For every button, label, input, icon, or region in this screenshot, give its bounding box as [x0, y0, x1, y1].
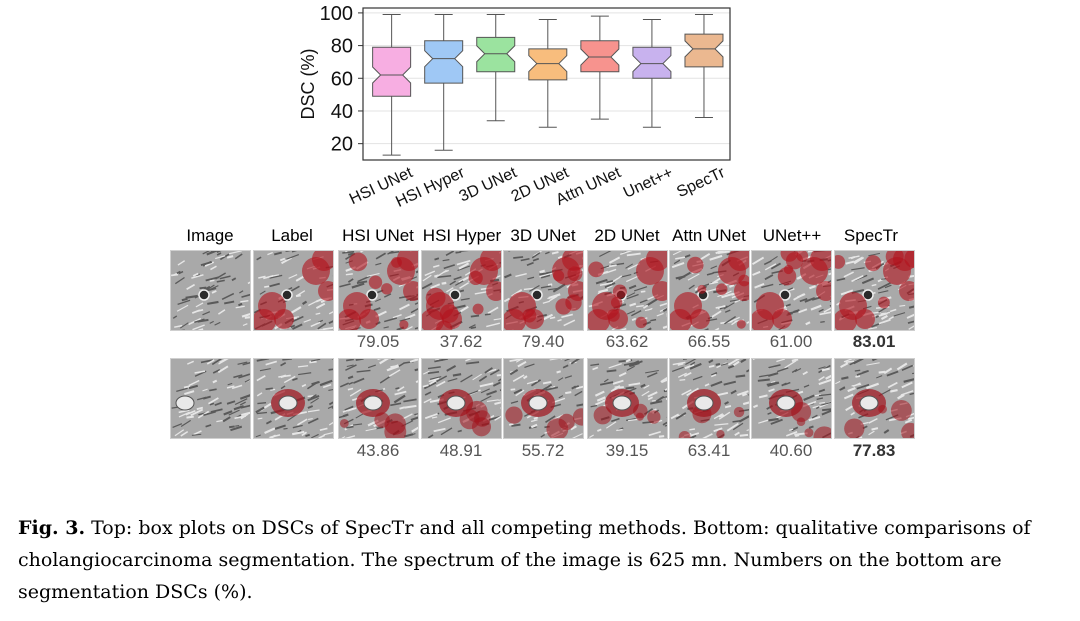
segmentation-tile [421, 250, 502, 331]
tile-image [171, 251, 250, 330]
column-label: Image [186, 226, 234, 245]
y-tick-label: 60 [331, 68, 353, 90]
x-tick-label: 3D UNet [457, 164, 520, 206]
tile-image [504, 251, 583, 330]
segmentation-tile [253, 250, 334, 331]
column-label: 3D UNet [510, 226, 576, 245]
box-hsi-hyper [424, 40, 464, 84]
tile-image [835, 251, 914, 330]
tile-image [254, 359, 333, 438]
y-tick-label: 80 [331, 36, 353, 58]
tile-image [588, 359, 667, 438]
segmentation-tile [503, 250, 584, 331]
dsc-score: 77.83 [852, 441, 896, 460]
tile-image [588, 251, 667, 330]
column-label: Label [271, 226, 313, 245]
box-hsi-unet [372, 46, 412, 97]
box-2d-unet [528, 48, 568, 81]
segmentation-tile [253, 358, 334, 439]
box-3d-unet [476, 36, 516, 73]
segmentation-tile [751, 358, 832, 439]
tile-image [422, 251, 501, 330]
column-label: UNet++ [762, 226, 822, 245]
dsc-score: 63.62 [605, 332, 649, 351]
tile-image [670, 359, 749, 438]
box-spectr [684, 33, 724, 68]
y-tick-label: 20 [331, 134, 353, 156]
tile-image [254, 251, 333, 330]
column-label: 2D UNet [594, 226, 660, 245]
caption-label: Fig. 3. [18, 517, 86, 539]
segmentation-tile [503, 358, 584, 439]
dsc-score: 39.15 [605, 441, 649, 460]
tile-image [504, 359, 583, 438]
segmentation-tile [338, 250, 419, 331]
box-attn-unet [580, 40, 620, 73]
segmentation-tile [587, 250, 668, 331]
dsc-score: 43.86 [356, 441, 400, 460]
tile-image [752, 359, 831, 438]
dsc-score: 79.40 [521, 332, 565, 351]
segmentation-tile [669, 358, 750, 439]
column-label: HSI Hyper [422, 226, 502, 245]
tile-image [339, 251, 418, 330]
segmentation-tile [751, 250, 832, 331]
segmentation-tile [421, 358, 502, 439]
segmentation-tile [669, 250, 750, 331]
dsc-score: 37.62 [439, 332, 483, 351]
column-label: SpecTr [843, 226, 899, 245]
x-tick-label: Unet++ [621, 164, 676, 202]
segmentation-tile [170, 250, 251, 331]
y-tick-label: 40 [331, 101, 353, 123]
dsc-score: 63.41 [687, 441, 731, 460]
dsc-score: 61.00 [769, 332, 813, 351]
segmentation-tile [834, 358, 915, 439]
tile-image [339, 359, 418, 438]
dsc-score: 48.91 [439, 441, 483, 460]
dsc-score: 66.55 [687, 332, 731, 351]
dsc-score: 40.60 [769, 441, 813, 460]
column-label: HSI UNet [342, 226, 414, 245]
segmentation-tile [587, 358, 668, 439]
caption-text: Top: box plots on DSCs of SpecTr and all… [18, 517, 1031, 603]
box-unet- [632, 46, 672, 79]
segmentation-tile [170, 358, 251, 439]
dsc-score: 83.01 [852, 332, 896, 351]
plot-frame [362, 7, 731, 161]
figure-caption: Fig. 3. Top: box plots on DSCs of SpecTr… [18, 512, 1066, 608]
y-axis-label: DSC (%) [298, 49, 318, 120]
segmentation-tile [834, 250, 915, 331]
tile-image [422, 359, 501, 438]
tile-image [670, 251, 749, 330]
tile-image [835, 359, 914, 438]
column-label: Attn UNet [672, 226, 746, 245]
dsc-score: 55.72 [521, 441, 565, 460]
segmentation-tile [338, 358, 419, 439]
dsc-score: 79.05 [356, 332, 400, 351]
y-tick-label: 100 [320, 3, 353, 25]
tile-image [752, 251, 831, 330]
x-tick-label: SpecTr [674, 164, 728, 201]
tile-image [171, 359, 250, 438]
